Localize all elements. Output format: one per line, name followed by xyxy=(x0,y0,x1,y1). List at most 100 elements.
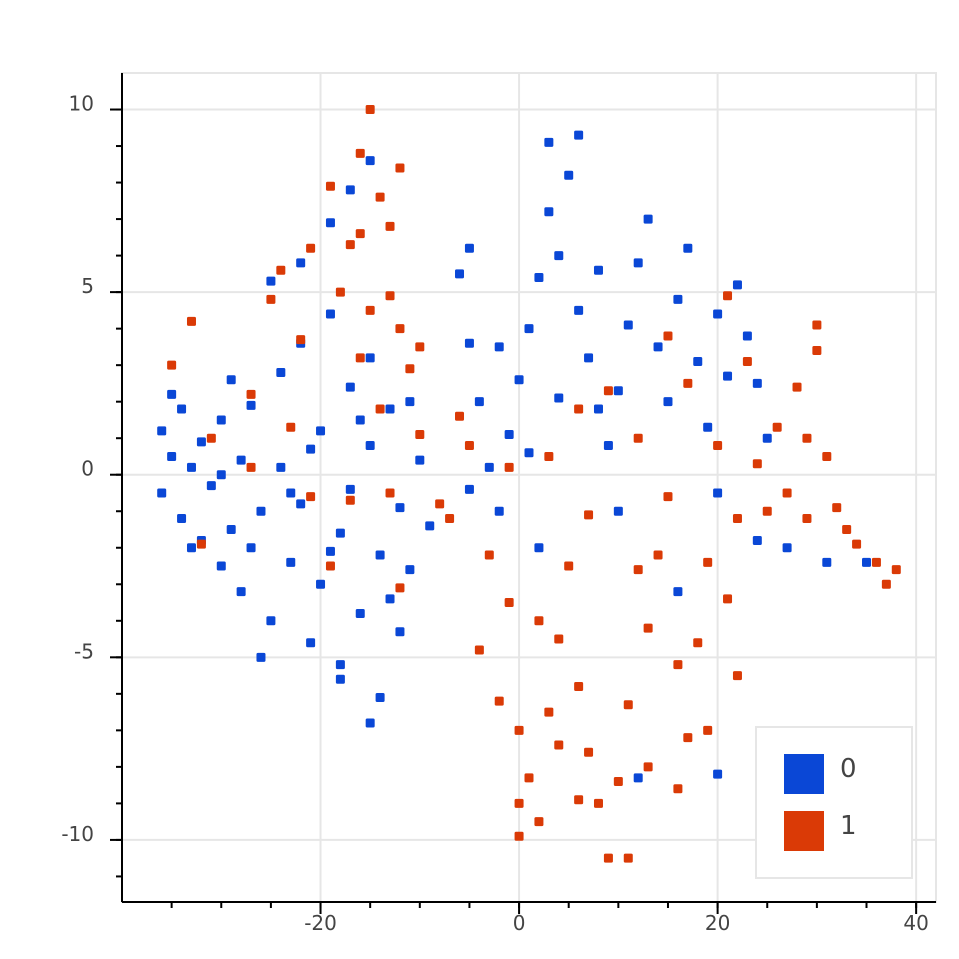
data-point-series-1 xyxy=(584,510,594,520)
data-point-series-1 xyxy=(812,346,822,356)
data-point-series-1 xyxy=(534,817,544,827)
data-point-series-1 xyxy=(544,451,554,461)
data-point-series-1 xyxy=(385,221,395,231)
data-point-series-0 xyxy=(385,404,395,414)
data-point-series-0 xyxy=(574,130,584,140)
data-point-series-1 xyxy=(385,291,395,301)
data-point-series-1 xyxy=(564,561,574,571)
data-point-series-0 xyxy=(464,338,474,348)
data-point-series-0 xyxy=(623,320,633,330)
data-point-series-1 xyxy=(603,386,613,396)
data-point-series-1 xyxy=(514,798,524,808)
data-point-series-1 xyxy=(693,638,703,648)
data-point-series-0 xyxy=(345,382,355,392)
legend-swatch-0 xyxy=(784,754,824,794)
data-point-series-0 xyxy=(643,214,653,224)
data-point-series-0 xyxy=(593,404,603,414)
data-point-series-0 xyxy=(306,444,316,454)
data-point-series-1 xyxy=(574,404,584,414)
data-point-series-0 xyxy=(862,557,872,567)
data-point-series-1 xyxy=(852,539,862,549)
data-point-series-0 xyxy=(216,561,226,571)
data-point-series-0 xyxy=(355,415,365,425)
data-point-series-1 xyxy=(544,707,554,717)
data-point-series-1 xyxy=(464,441,474,451)
y-tick-label: -10 xyxy=(61,822,94,846)
data-point-series-0 xyxy=(375,550,385,560)
data-point-series-1 xyxy=(355,148,365,158)
data-points xyxy=(157,105,901,863)
data-point-series-0 xyxy=(325,546,335,556)
data-point-series-1 xyxy=(683,378,693,388)
y-tick-label: -5 xyxy=(74,639,94,663)
data-point-series-0 xyxy=(474,397,484,407)
data-point-series-1 xyxy=(246,389,256,399)
data-point-series-0 xyxy=(256,506,266,516)
x-tick-label: 20 xyxy=(705,911,730,935)
data-point-series-1 xyxy=(514,831,524,841)
data-point-series-0 xyxy=(494,506,504,516)
data-point-series-1 xyxy=(762,506,772,516)
data-point-series-1 xyxy=(385,488,395,498)
data-point-series-0 xyxy=(365,353,375,363)
data-point-series-1 xyxy=(435,499,445,509)
x-tick-label: -20 xyxy=(304,911,337,935)
data-point-series-0 xyxy=(524,324,534,334)
data-point-series-0 xyxy=(723,371,733,381)
data-point-series-1 xyxy=(395,324,405,334)
data-point-series-0 xyxy=(157,426,167,436)
data-point-series-0 xyxy=(365,441,375,451)
data-point-series-0 xyxy=(226,524,236,534)
data-point-series-0 xyxy=(504,430,514,440)
data-point-series-0 xyxy=(177,514,187,524)
data-point-series-0 xyxy=(236,455,246,465)
data-point-series-1 xyxy=(653,550,663,560)
data-point-series-1 xyxy=(593,798,603,808)
data-point-series-1 xyxy=(703,557,713,567)
data-point-series-1 xyxy=(772,422,782,432)
data-point-series-1 xyxy=(584,747,594,757)
data-point-series-0 xyxy=(455,269,465,279)
data-point-series-1 xyxy=(325,181,335,191)
y-tick-label: 10 xyxy=(69,92,94,116)
data-point-series-0 xyxy=(484,462,494,472)
data-point-series-1 xyxy=(633,433,643,443)
data-point-series-1 xyxy=(534,616,544,626)
data-point-series-1 xyxy=(335,287,345,297)
data-point-series-0 xyxy=(196,437,206,447)
data-point-series-1 xyxy=(732,514,742,524)
legend-swatch-1 xyxy=(784,811,824,851)
data-point-series-1 xyxy=(494,696,504,706)
data-point-series-1 xyxy=(504,598,514,608)
data-point-series-1 xyxy=(554,740,564,750)
data-point-series-1 xyxy=(395,163,405,173)
data-point-series-1 xyxy=(355,229,365,239)
data-point-series-1 xyxy=(524,773,534,783)
data-point-series-0 xyxy=(544,207,554,217)
data-point-series-1 xyxy=(623,700,633,710)
data-point-series-1 xyxy=(613,776,623,786)
data-point-series-0 xyxy=(683,243,693,253)
data-point-series-1 xyxy=(742,357,752,367)
data-point-series-1 xyxy=(643,762,653,772)
data-point-series-1 xyxy=(891,565,901,575)
y-tick-label: 5 xyxy=(81,274,94,298)
data-point-series-1 xyxy=(276,265,286,275)
data-point-series-0 xyxy=(256,652,266,662)
data-point-series-1 xyxy=(355,353,365,363)
x-tick-label: 0 xyxy=(513,911,526,935)
data-point-series-0 xyxy=(405,565,415,575)
data-point-series-1 xyxy=(445,514,455,524)
legend-label-1: 1 xyxy=(840,811,857,841)
data-point-series-0 xyxy=(415,455,425,465)
data-point-series-0 xyxy=(653,342,663,352)
data-point-series-0 xyxy=(375,692,385,702)
data-point-series-1 xyxy=(832,503,842,513)
x-tick-label: 40 xyxy=(903,911,928,935)
data-point-series-0 xyxy=(246,400,256,410)
data-point-series-1 xyxy=(673,784,683,794)
data-point-series-0 xyxy=(554,393,564,403)
data-point-series-0 xyxy=(732,280,742,290)
data-point-series-0 xyxy=(385,594,395,604)
data-point-series-1 xyxy=(554,634,564,644)
